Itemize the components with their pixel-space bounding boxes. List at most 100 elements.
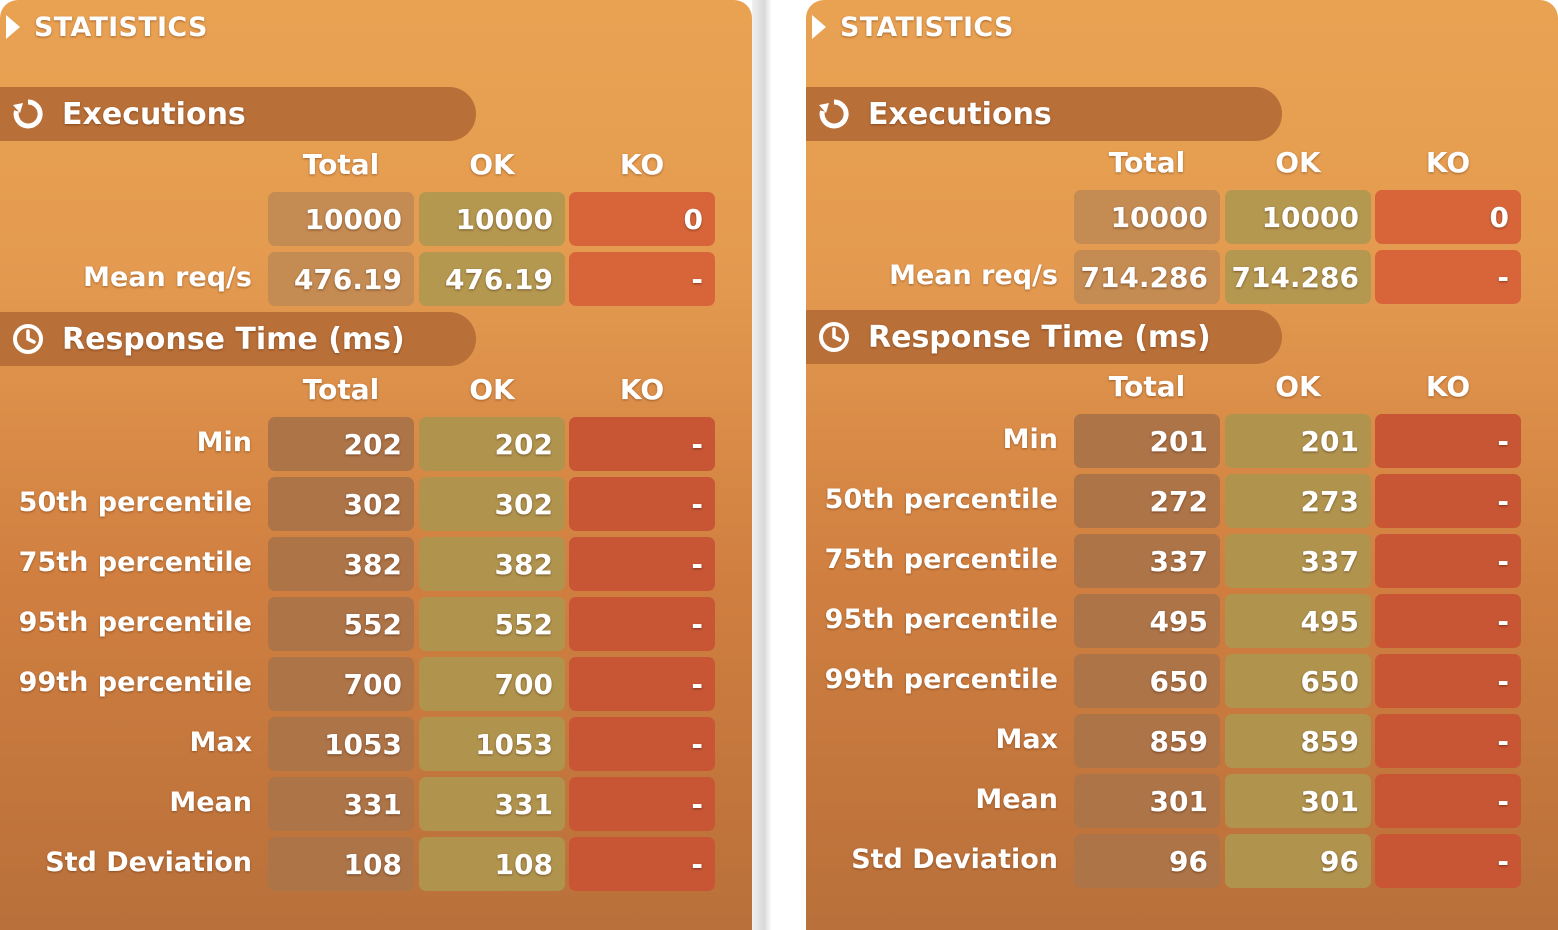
- total-cell: 10000: [1074, 190, 1220, 244]
- total-cell: 108: [268, 837, 414, 891]
- ok-cell: 302: [419, 477, 565, 531]
- row-label: 75th percentile: [18, 547, 252, 578]
- row-label: Mean req/s: [889, 260, 1058, 291]
- row-label: 50th percentile: [824, 484, 1058, 515]
- total-cell: 272: [1074, 474, 1220, 528]
- ok-cell: 1053: [419, 717, 565, 771]
- expand-triangle-icon[interactable]: [812, 15, 826, 39]
- row-label: Max: [995, 724, 1058, 755]
- statistics-header[interactable]: STATISTICS: [0, 4, 400, 50]
- row-label: Mean: [169, 787, 252, 818]
- ko-cell: -: [1375, 250, 1521, 304]
- row-label: 99th percentile: [824, 664, 1058, 695]
- clock-icon: [816, 319, 852, 355]
- ko-cell: -: [569, 597, 715, 651]
- row-label: Mean req/s: [83, 262, 252, 293]
- total-cell: 10000: [268, 192, 414, 246]
- ko-cell: -: [1375, 714, 1521, 768]
- ko-cell: -: [569, 252, 715, 306]
- col-header-total: Total: [302, 148, 380, 181]
- ko-cell: -: [569, 777, 715, 831]
- total-cell: 552: [268, 597, 414, 651]
- row-label: Mean: [975, 784, 1058, 815]
- col-header-ko: KO: [619, 373, 665, 406]
- statistics-panel-right: STATISTICS Executions Total OK KO 10000 …: [806, 0, 1558, 930]
- ok-cell: 714.286: [1225, 250, 1371, 304]
- response-time-title: Response Time (ms): [62, 321, 405, 357]
- ok-cell: 859: [1225, 714, 1371, 768]
- col-header-ko: KO: [619, 148, 665, 181]
- executions-section-header: Executions: [0, 87, 476, 141]
- statistics-title: STATISTICS: [840, 11, 1014, 43]
- row-label: Min: [196, 427, 252, 458]
- row-label: Max: [189, 727, 252, 758]
- total-cell: 714.286: [1074, 250, 1220, 304]
- ko-cell: -: [569, 417, 715, 471]
- ko-cell: -: [569, 477, 715, 531]
- ko-cell: -: [569, 657, 715, 711]
- total-cell: 301: [1074, 774, 1220, 828]
- ok-cell: 382: [419, 537, 565, 591]
- ko-cell: -: [1375, 594, 1521, 648]
- ko-cell: -: [1375, 654, 1521, 708]
- ok-cell: 10000: [1225, 190, 1371, 244]
- total-cell: 476.19: [268, 252, 414, 306]
- col-header-total: Total: [1108, 370, 1186, 403]
- row-label: 50th percentile: [18, 487, 252, 518]
- row-label: Std Deviation: [45, 847, 252, 878]
- col-header-total: Total: [1108, 146, 1186, 179]
- executions-title: Executions: [62, 96, 246, 132]
- ok-cell: 650: [1225, 654, 1371, 708]
- response-time-title: Response Time (ms): [868, 319, 1211, 355]
- ok-cell: 201: [1225, 414, 1371, 468]
- row-label: 75th percentile: [824, 544, 1058, 575]
- statistics-title: STATISTICS: [34, 11, 208, 43]
- ok-cell: 273: [1225, 474, 1371, 528]
- ok-cell: 96: [1225, 834, 1371, 888]
- ko-cell: -: [1375, 834, 1521, 888]
- total-cell: 700: [268, 657, 414, 711]
- total-cell: 202: [268, 417, 414, 471]
- ko-cell: -: [569, 837, 715, 891]
- col-header-total: Total: [302, 373, 380, 406]
- ok-cell: 108: [419, 837, 565, 891]
- panel-divider: [752, 0, 806, 930]
- total-cell: 96: [1074, 834, 1220, 888]
- ok-cell: 337: [1225, 534, 1371, 588]
- ko-cell: -: [1375, 774, 1521, 828]
- total-cell: 331: [268, 777, 414, 831]
- ok-cell: 331: [419, 777, 565, 831]
- ko-cell: -: [1375, 534, 1521, 588]
- ok-cell: 10000: [419, 192, 565, 246]
- col-header-ok: OK: [1275, 146, 1321, 179]
- total-cell: 1053: [268, 717, 414, 771]
- expand-triangle-icon[interactable]: [6, 15, 20, 39]
- ko-cell: 0: [1375, 190, 1521, 244]
- response-time-section-header: Response Time (ms): [806, 310, 1282, 364]
- refresh-icon: [816, 96, 852, 132]
- total-cell: 650: [1074, 654, 1220, 708]
- statistics-header[interactable]: STATISTICS: [806, 4, 1206, 50]
- row-label: Min: [1002, 424, 1058, 455]
- col-header-ko: KO: [1425, 370, 1471, 403]
- total-cell: 859: [1074, 714, 1220, 768]
- col-header-ko: KO: [1425, 146, 1471, 179]
- ok-cell: 700: [419, 657, 565, 711]
- ok-cell: 301: [1225, 774, 1371, 828]
- executions-title: Executions: [868, 96, 1052, 132]
- ko-cell: -: [1375, 414, 1521, 468]
- row-label: Std Deviation: [851, 844, 1058, 875]
- executions-section-header: Executions: [806, 87, 1282, 141]
- ko-cell: 0: [569, 192, 715, 246]
- total-cell: 382: [268, 537, 414, 591]
- total-cell: 201: [1074, 414, 1220, 468]
- ko-cell: -: [569, 537, 715, 591]
- ko-cell: -: [569, 717, 715, 771]
- col-header-ok: OK: [469, 373, 515, 406]
- refresh-icon: [10, 96, 46, 132]
- row-label: 95th percentile: [824, 604, 1058, 635]
- row-label: 95th percentile: [18, 607, 252, 638]
- ko-cell: -: [1375, 474, 1521, 528]
- ok-cell: 202: [419, 417, 565, 471]
- ok-cell: 495: [1225, 594, 1371, 648]
